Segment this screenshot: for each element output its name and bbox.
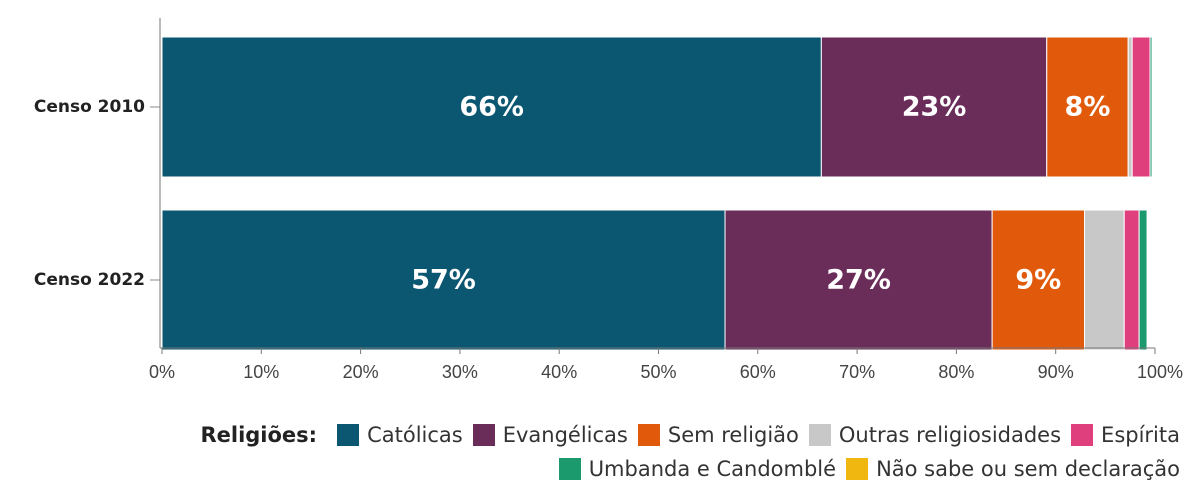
x-tick-label-2: 20% — [343, 362, 379, 382]
legend: Religiões: Católicas Evangélicas Sem relig… — [40, 418, 1180, 486]
bar-0-2 — [1046, 36, 1129, 178]
data-label-0-2: 8% — [1065, 92, 1111, 123]
data-label-1-0: 57% — [411, 265, 476, 296]
legend-label-3: Outras religiosidades — [838, 423, 1062, 447]
legend-swatch-0 — [337, 424, 360, 446]
legend-label-1: Evangélicas — [502, 423, 628, 447]
x-tick-label-6: 60% — [740, 362, 776, 382]
legend-label-2: Sem religião — [667, 423, 799, 447]
bar-1-4 — [1123, 209, 1140, 351]
data-label-1-2: 9% — [1015, 265, 1061, 296]
x-tick-label-0: 0% — [149, 362, 175, 382]
category-label-1: Censo 2022 — [34, 270, 145, 290]
bar-0-4 — [1131, 36, 1151, 178]
bar-1-0 — [161, 209, 726, 351]
legend-swatch-1 — [472, 424, 495, 446]
x-tick-label-3: 30% — [442, 362, 478, 382]
legend-label-4: Espírita — [1101, 423, 1180, 447]
x-tick-label-8: 80% — [938, 362, 974, 382]
legend-item-4: Espírita — [1071, 423, 1180, 447]
bars-group: 66% 23% 8% 57% 27% 9% — [161, 36, 1153, 351]
axes-group: Censo 2010 Censo 2022 0% 10% 20% 30% 40% 50% 60%… — [34, 18, 1183, 382]
legend-label-6: Não sabe ou sem declaração — [876, 457, 1180, 481]
legend-item-0: Católicas — [337, 423, 463, 447]
legend-swatch-3 — [808, 424, 831, 446]
bar-0-1 — [820, 36, 1048, 178]
legend-item-2: Sem religião — [637, 423, 799, 447]
legend-swatch-2 — [637, 424, 660, 446]
legend-label-5: Umbanda e Candomblé — [588, 457, 837, 481]
x-tick-label-10: 100% — [1137, 362, 1183, 382]
bar-0-3 — [1127, 36, 1133, 178]
bar-1-5 — [1138, 209, 1148, 351]
bar-1-1 — [724, 209, 993, 351]
legend-item-5: Umbanda e Candomblé — [558, 457, 837, 481]
legend-row-2: Umbanda e Candomblé Não sabe ou sem decla… — [40, 452, 1180, 486]
legend-swatch-6 — [846, 458, 869, 480]
legend-title: Religiões: — [200, 423, 318, 447]
bar-0-5 — [1149, 36, 1153, 178]
x-tick-label-5: 50% — [640, 362, 676, 382]
x-tick-label-7: 70% — [839, 362, 875, 382]
religion-stacked-bar-chart: 66% 23% 8% 57% 27% 9% Censo 2010 Censo 2022 0% 1… — [34, 18, 1183, 382]
x-tick-label-9: 90% — [1038, 362, 1074, 382]
bar-1-3 — [1083, 209, 1125, 351]
data-label-0-1: 23% — [902, 92, 967, 123]
legend-swatch-4 — [1071, 424, 1094, 446]
legend-swatch-5 — [558, 458, 581, 480]
category-label-0: Censo 2010 — [34, 97, 145, 117]
bar-0-0 — [161, 36, 822, 178]
x-tick-label-4: 40% — [541, 362, 577, 382]
data-label-1-1: 27% — [826, 265, 891, 296]
legend-item-1: Evangélicas — [472, 423, 628, 447]
legend-item-3: Outras religiosidades — [808, 423, 1062, 447]
legend-item-6: Não sabe ou sem declaração — [846, 457, 1180, 481]
bar-1-2 — [991, 209, 1085, 351]
x-tick-label-1: 10% — [243, 362, 279, 382]
legend-row-1: Religiões: Católicas Evangélicas Sem relig… — [40, 418, 1180, 452]
data-label-0-0: 66% — [459, 92, 524, 123]
legend-label-0: Católicas — [367, 423, 463, 447]
